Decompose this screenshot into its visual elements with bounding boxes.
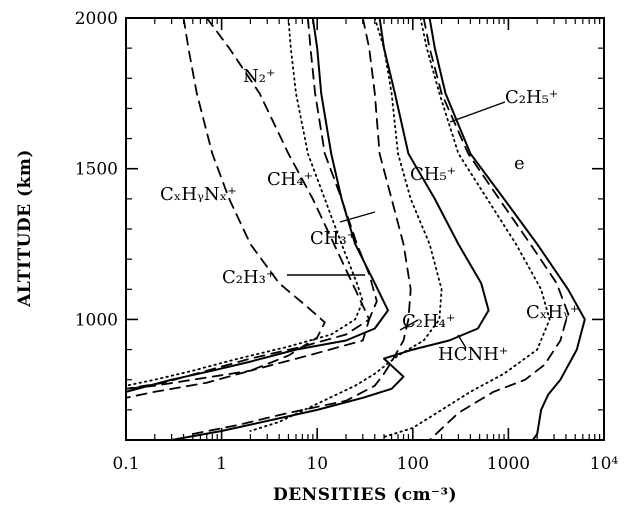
- x-tick-label: 0.1: [112, 454, 139, 474]
- curve-cxhynz: [126, 18, 326, 399]
- curve-n2: [126, 18, 371, 390]
- series-label-ch4: CH₄⁺: [267, 169, 313, 190]
- leader-line-c2h5: [449, 101, 506, 123]
- series-curves: [126, 18, 586, 440]
- series-label-c2h5: C₂H₅⁺: [505, 87, 558, 108]
- series-label-c2h4: C₂H₄⁺: [402, 311, 455, 332]
- x-tick-label: 1: [216, 454, 227, 474]
- curve-e: [428, 18, 586, 440]
- x-axis-title: DENSITIES (cm⁻³): [273, 485, 457, 505]
- series-label-ch3: CH₃⁺: [310, 228, 356, 249]
- curve-c2h4: [249, 18, 443, 432]
- curve-ch3: [126, 18, 378, 390]
- curve-ch4: [126, 18, 389, 393]
- series-label-ch5: CH₅⁺: [410, 164, 456, 185]
- series-label-cxhy: CₓHᵧ⁺: [526, 302, 579, 323]
- y-tick-label: 2000: [75, 9, 118, 29]
- curve-hcnh: [170, 18, 490, 440]
- series-label-hcnh: HCNH⁺: [438, 344, 508, 365]
- leader-line-c2h4: [399, 319, 419, 331]
- plot-frame: [125, 17, 605, 441]
- leader-line-ch3: [339, 211, 376, 223]
- y-axis-title: ALTITUDE (km): [15, 149, 35, 308]
- y-tick-label: 1500: [75, 160, 118, 180]
- x-tick-label: 1000: [487, 454, 530, 474]
- series-label-e: e: [514, 153, 525, 174]
- series-label-cxhynz: CₓHᵧNₓ⁺: [160, 184, 237, 205]
- leader-line-hcnh: [457, 334, 467, 349]
- axis-ticks: 0.1 1 10 100 1000 10⁴ 1000 1500 2000: [75, 9, 619, 474]
- curve-c2h5: [383, 18, 551, 438]
- y-tick-label: 1000: [75, 310, 118, 330]
- x-tick-label: 10⁴: [590, 454, 619, 474]
- curve-cxhy: [422, 18, 569, 440]
- series-labels: C₂H₅⁺ e CH₅⁺ C₂H₄⁺ HCNH⁺ CₓHᵧ⁺ N₂⁺ CH₄⁺ CH₃⁺ C₂H₃…: [160, 66, 579, 365]
- series-label-c2h3: C₂H₃⁺: [222, 267, 275, 288]
- series-label-n2: N₂⁺: [243, 66, 275, 87]
- x-tick-label: 100: [397, 454, 429, 474]
- curve-ch5: [191, 18, 412, 435]
- x-tick-label: 10: [306, 454, 328, 474]
